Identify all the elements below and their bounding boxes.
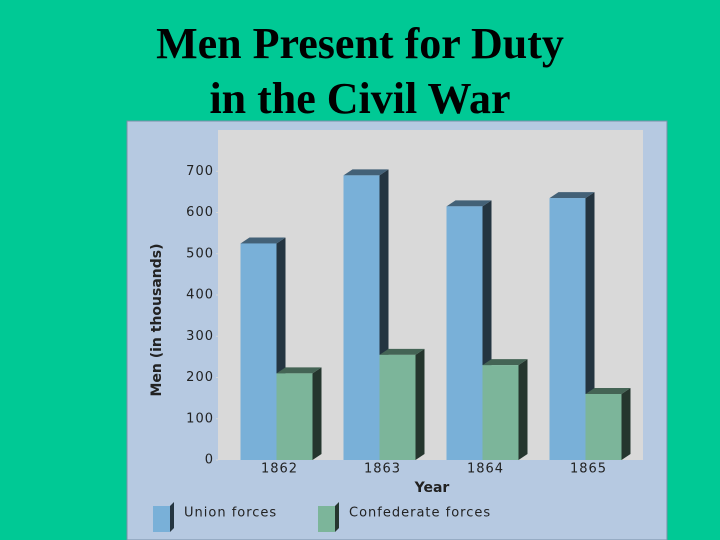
- bar: [343, 175, 380, 460]
- bar: [482, 365, 519, 460]
- bar-top: [276, 367, 322, 374]
- legend-swatch-side: [335, 502, 339, 532]
- x-tick-label: 1864: [467, 462, 504, 477]
- bar-side: [621, 388, 631, 460]
- x-tick-label: 1865: [570, 462, 607, 477]
- x-tick-label: 1863: [364, 462, 401, 477]
- x-axis-label: Year: [414, 480, 450, 496]
- y-axis-label: Men (in thousands): [149, 243, 165, 396]
- legend-swatch: [318, 506, 335, 532]
- y-tick-label: 700: [186, 164, 214, 179]
- legend-label: Confederate forces: [349, 506, 491, 521]
- bar-top: [482, 359, 528, 366]
- bar-top: [585, 388, 631, 394]
- bar-side: [312, 367, 322, 460]
- y-tick-label: 0: [205, 453, 214, 468]
- bar: [240, 243, 277, 460]
- bar-top: [379, 348, 425, 355]
- bar-top: [240, 237, 286, 244]
- x-tick-label: 1862: [261, 462, 298, 477]
- bar-side: [415, 348, 425, 460]
- chart-title: in the Civil War: [209, 74, 510, 123]
- y-tick-label: 500: [186, 246, 214, 261]
- y-tick-label: 400: [186, 288, 214, 303]
- bar: [379, 354, 416, 460]
- chart-title: Men Present for Duty: [156, 19, 564, 68]
- legend-swatch-side: [170, 502, 174, 532]
- legend-label: Union forces: [184, 506, 277, 521]
- y-tick-label: 100: [186, 411, 214, 426]
- y-tick-label: 200: [186, 370, 214, 385]
- bar: [549, 198, 586, 460]
- y-tick-label: 300: [186, 329, 214, 344]
- bar-top: [549, 192, 595, 199]
- bar: [446, 206, 483, 460]
- y-tick-label: 600: [186, 205, 214, 220]
- bar-top: [446, 200, 492, 207]
- bar: [585, 394, 622, 460]
- bar: [276, 373, 313, 460]
- legend-swatch: [153, 506, 170, 532]
- bar-top: [343, 169, 389, 176]
- bar-side: [518, 359, 528, 460]
